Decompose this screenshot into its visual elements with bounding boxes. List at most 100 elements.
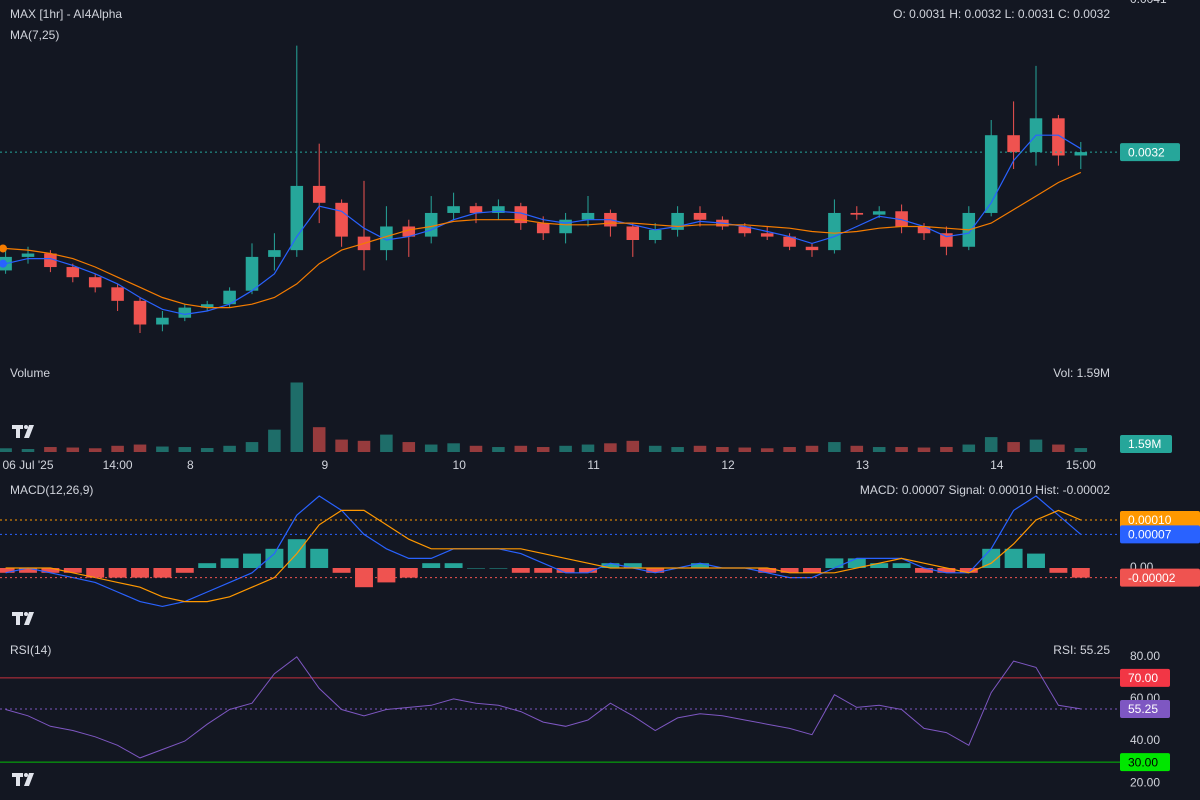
candle-body <box>559 219 572 234</box>
volume-bar <box>424 444 438 452</box>
volume-bar <box>245 442 259 452</box>
macd-histogram-bar <box>892 563 911 568</box>
candle-body <box>335 202 348 237</box>
candle-body <box>693 212 707 220</box>
volume-bar <box>133 444 147 452</box>
candle-body <box>156 317 169 325</box>
macd-line <box>5 509 1082 603</box>
macd-histogram-bar <box>153 568 172 578</box>
volume-bar <box>290 382 304 452</box>
volume-label: Vol: 1.59M <box>1053 366 1110 380</box>
macd-histogram-bar <box>243 553 261 568</box>
macd-histogram-bar <box>1071 568 1090 578</box>
macd-histogram-bar <box>422 563 441 568</box>
macd-histogram-bar <box>825 558 844 568</box>
candle-body <box>223 290 236 305</box>
macd-histogram-bar <box>915 568 933 573</box>
rsi-level-tag-bg <box>1120 668 1170 687</box>
candle-body <box>828 212 841 251</box>
volume-bar <box>917 447 931 452</box>
macd-histogram-bar <box>780 568 799 573</box>
volume-tag: 1.59M <box>1128 437 1161 451</box>
volume-bar <box>850 445 864 452</box>
macd-histogram-bar <box>467 568 485 569</box>
candle-body <box>44 253 57 268</box>
macd-tag: 0.00007 <box>1128 528 1172 542</box>
candle-body <box>514 206 528 224</box>
volume-bar <box>223 445 236 452</box>
macd-histogram-bar <box>534 568 553 573</box>
candle-body <box>290 185 304 251</box>
volume-bar <box>536 447 550 452</box>
macd-histogram-bar <box>959 568 978 573</box>
ma-label: MA(7,25) <box>10 28 59 42</box>
rsi-line <box>5 656 1081 759</box>
volume-bar <box>88 448 102 452</box>
macd-histogram-bar <box>1027 553 1045 568</box>
ma-start-dot <box>0 244 7 253</box>
volume-bar <box>402 442 416 452</box>
macd-histogram-bar <box>355 568 373 588</box>
volume-bar <box>312 427 326 452</box>
x-tick-label: 12 <box>721 458 735 472</box>
macd-histogram-bar <box>1049 568 1068 573</box>
volume-bar <box>716 447 729 452</box>
macd-histogram-bar <box>86 568 105 578</box>
candle-body <box>917 226 931 234</box>
rsi-level-tag-bg <box>1120 753 1170 772</box>
macd-histogram-bar <box>803 568 821 573</box>
x-tick-label: 06 Jul '25 <box>3 458 54 472</box>
volume-bar <box>268 429 281 452</box>
macd-tag-bg <box>1120 525 1200 544</box>
macd-histogram-bar <box>175 568 194 573</box>
volume-bar <box>111 445 124 452</box>
candle-body <box>268 250 281 257</box>
volume-bar <box>44 447 57 452</box>
candle-body <box>738 226 752 234</box>
ma-line <box>5 171 1082 309</box>
y-tick-label: 20.00 <box>1130 775 1160 789</box>
volume-bar <box>984 437 998 452</box>
candle-body <box>312 185 326 203</box>
volume-bar <box>200 448 214 452</box>
volume-bar <box>626 440 640 452</box>
x-tick-label: 13 <box>856 458 870 472</box>
macd-histogram-bar <box>265 548 284 568</box>
rsi-title: RSI(14) <box>10 643 51 657</box>
volume-bar <box>581 444 595 452</box>
volume-title: Volume <box>10 366 50 380</box>
macd-histogram-bar <box>579 568 597 573</box>
macd-tag-bg <box>1120 511 1200 529</box>
macd-label: MACD: 0.00007 Signal: 0.00010 Hist: -0.0… <box>860 483 1110 497</box>
volume-bar <box>66 447 80 452</box>
volume-bar <box>1074 448 1088 452</box>
volume-bar <box>828 442 841 452</box>
candle-body <box>626 226 640 240</box>
volume-bar <box>805 445 819 452</box>
candle-body <box>424 212 438 237</box>
candle-body <box>402 226 416 237</box>
volume-bar <box>178 447 192 452</box>
tv-logo <box>12 773 34 786</box>
volume-bar <box>357 440 371 452</box>
macd-histogram-bar <box>601 563 620 568</box>
volume-bar <box>1052 444 1065 452</box>
y-tick-label: 80.00 <box>1130 649 1160 663</box>
volume-bar <box>335 439 348 452</box>
macd-histogram-bar <box>623 563 642 568</box>
macd-histogram-bar <box>41 568 60 573</box>
volume-bar <box>447 443 460 452</box>
volume-bar <box>783 447 796 452</box>
volume-bar <box>380 434 393 452</box>
volume-bar <box>604 443 617 452</box>
volume-bar <box>895 447 908 452</box>
macd-histogram-bar <box>131 568 149 578</box>
ohlc-label: O: 0.0031 H: 0.0032 L: 0.0031 C: 0.0032 <box>893 7 1110 21</box>
candle-body <box>245 256 259 291</box>
x-tick-label: 14:00 <box>103 458 133 472</box>
candle-body <box>895 211 908 227</box>
volume-bar <box>760 448 774 452</box>
candle-body <box>21 253 35 257</box>
rsi-level-tag: 30.00 <box>1128 755 1158 769</box>
